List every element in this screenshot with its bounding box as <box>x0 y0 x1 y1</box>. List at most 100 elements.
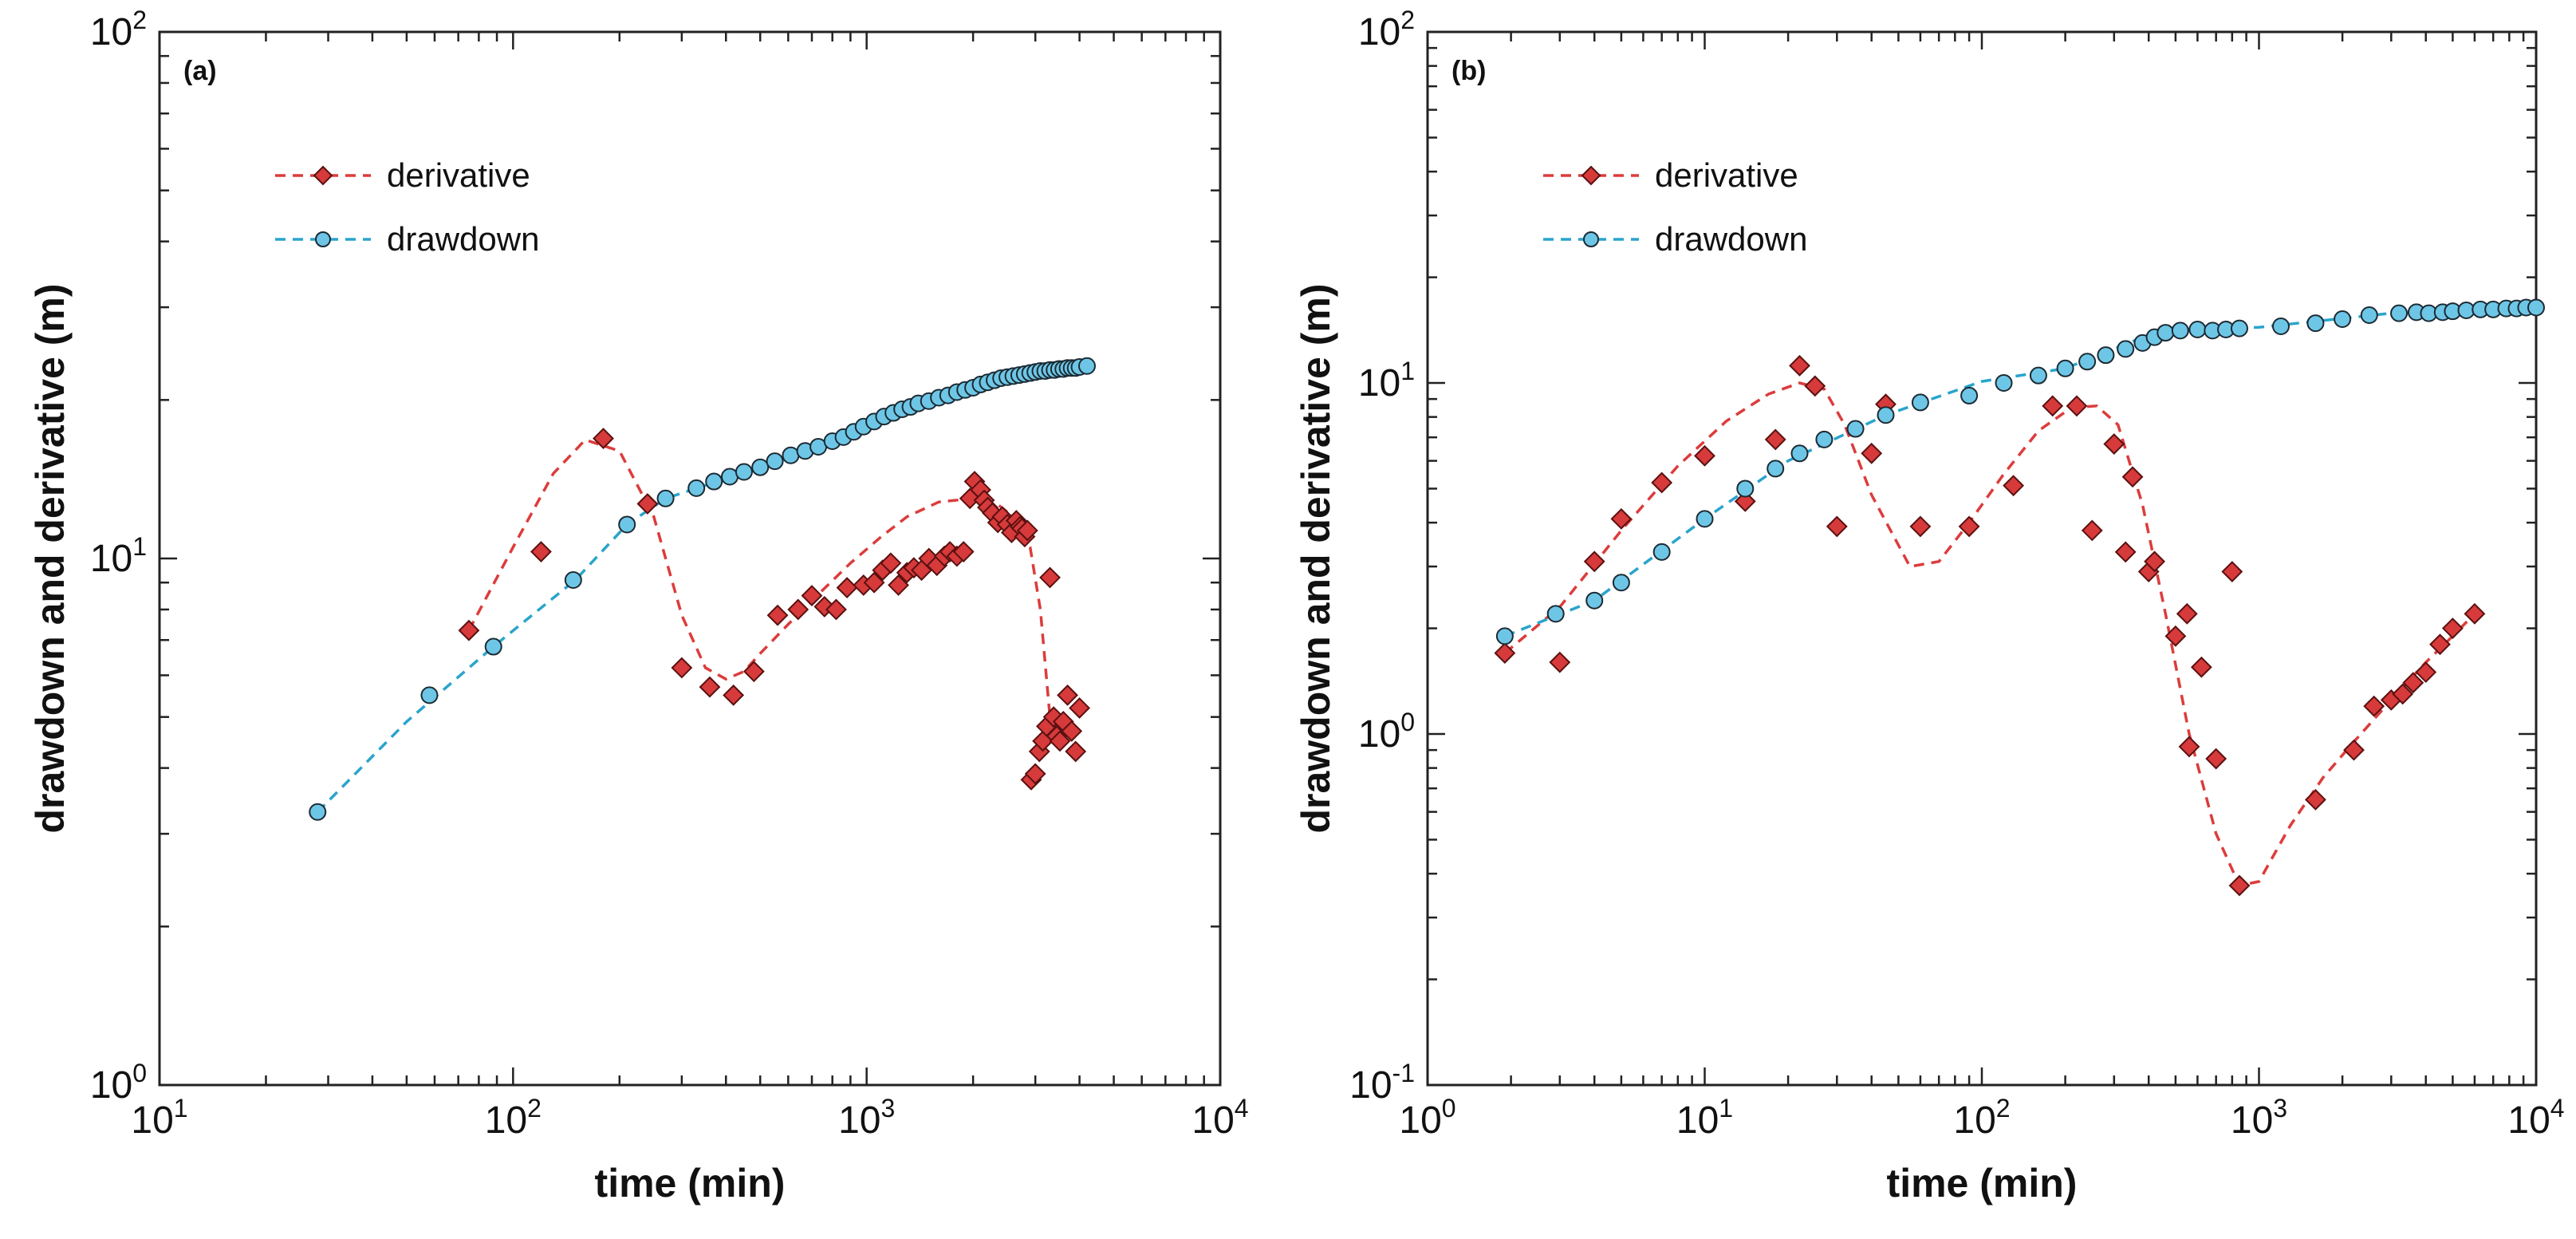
derivative-point <box>2081 519 2103 542</box>
y-axis-title: drawdown and derivative (m) <box>28 283 73 833</box>
drawdown-point <box>2078 353 2097 371</box>
derivative-point <box>2114 541 2137 563</box>
drawdown-point <box>1767 460 1785 478</box>
drawdown-point <box>1546 605 1565 623</box>
drawdown-point <box>1911 393 1929 412</box>
derivative-point <box>2205 748 2227 770</box>
plot-frame <box>158 30 1222 1087</box>
drawdown-point <box>2360 306 2378 325</box>
derivative-fit-line <box>467 438 1052 717</box>
legend-entry-derivative: derivative <box>1543 156 1798 194</box>
derivative-point <box>863 571 885 594</box>
drawdown-point <box>1495 627 1514 645</box>
derivative-point <box>1024 763 1046 785</box>
derivative-point <box>2429 633 2451 656</box>
drawdown-point <box>2171 322 2189 340</box>
derivative-point <box>1861 442 1883 464</box>
drawdown-point <box>2188 320 2207 338</box>
legend-label: drawdown <box>1655 220 1807 258</box>
legend-marker <box>1583 231 1599 247</box>
drawdown-point <box>1612 574 1630 592</box>
drawdown-point <box>2157 324 2175 342</box>
drawdown-point <box>2527 298 2545 317</box>
derivative-point <box>1057 684 1078 706</box>
derivative-point <box>1016 519 1038 542</box>
derivative-point <box>825 598 847 621</box>
y-axis-title: drawdown and derivative (m) <box>1294 283 1338 833</box>
derivative-point <box>2164 625 2187 647</box>
derivative-point <box>888 574 909 596</box>
drawdown-point <box>2029 366 2047 385</box>
x-tick-label: 101 <box>131 1094 187 1142</box>
derivative-point <box>2221 561 2243 582</box>
legend-entry-derivative: derivative <box>275 156 530 194</box>
drawdown-point <box>618 515 636 534</box>
drawdown-point <box>1696 510 1714 528</box>
derivative-point <box>2144 550 2165 573</box>
x-axis-title: time (min) <box>595 1161 786 1205</box>
drawdown-point <box>1736 479 1755 498</box>
derivative-point <box>723 684 745 706</box>
derivative-point <box>952 541 975 562</box>
derivative-point <box>2402 672 2424 694</box>
drawdown-point <box>2272 317 2290 335</box>
drawdown-point <box>2230 319 2248 337</box>
drawdown-point <box>309 803 327 821</box>
drawdown-point <box>1585 591 1604 610</box>
y-tick-label: 101 <box>1358 357 1415 404</box>
drawdown-point <box>1995 374 2013 392</box>
legend-entry-drawdown: drawdown <box>1543 220 1807 258</box>
drawdown-point <box>2390 304 2409 322</box>
derivative-point <box>2363 695 2385 717</box>
derivative-point <box>1909 515 1932 538</box>
derivative-point <box>1610 507 1633 530</box>
drawdown-point <box>2097 346 2115 365</box>
x-tick-label: 101 <box>1676 1094 1733 1142</box>
derivative-point <box>2228 874 2251 897</box>
derivative-point <box>836 577 858 599</box>
drawdown-point <box>1790 444 1809 463</box>
derivative-point <box>2441 618 2464 639</box>
legend-label: derivative <box>1655 156 1798 194</box>
drawdown-point <box>735 463 753 481</box>
derivative-point <box>2415 661 2437 683</box>
y-tick-label: 102 <box>1358 6 1415 53</box>
derivative-point <box>1069 697 1090 719</box>
drawdown-point <box>2334 310 2352 328</box>
derivative-point <box>880 552 902 574</box>
derivative-point <box>2305 788 2326 811</box>
derivative-point <box>593 428 614 450</box>
x-tick-label: 103 <box>838 1094 895 1142</box>
derivative-point <box>1583 550 1605 573</box>
derivative-point <box>530 541 552 562</box>
derivative-point <box>2121 466 2144 488</box>
drawdown-point <box>1877 406 1895 424</box>
legend-label: drawdown <box>387 220 539 258</box>
x-axis-title: time (min) <box>1887 1161 2078 1205</box>
derivative-point <box>1549 651 1571 673</box>
derivative-point <box>458 619 480 641</box>
derivative-point <box>801 585 823 606</box>
x-tick-label: 103 <box>2231 1094 2287 1142</box>
derivative-point <box>2392 683 2414 705</box>
derivative-point <box>1958 515 1980 538</box>
drawdown-point <box>564 571 582 590</box>
legend-marker <box>315 231 331 247</box>
drawdown-point <box>705 472 723 491</box>
derivative-point <box>1764 428 1786 451</box>
derivative-point <box>766 604 789 626</box>
derivative-fit-line <box>1503 381 2476 887</box>
x-tick-label: 104 <box>1191 1094 1248 1142</box>
legend-marker <box>313 165 333 186</box>
drawdown-point <box>656 489 675 507</box>
drawdown-point <box>2056 359 2074 377</box>
derivative-point <box>1651 472 1673 494</box>
derivative-point <box>2003 475 2025 497</box>
derivative-point <box>1494 642 1516 665</box>
derivative-point <box>2464 602 2486 625</box>
derivative-point <box>2176 602 2198 625</box>
y-tick-label: 101 <box>90 532 147 580</box>
derivative-point <box>2066 395 2088 417</box>
derivative-point <box>636 493 659 515</box>
